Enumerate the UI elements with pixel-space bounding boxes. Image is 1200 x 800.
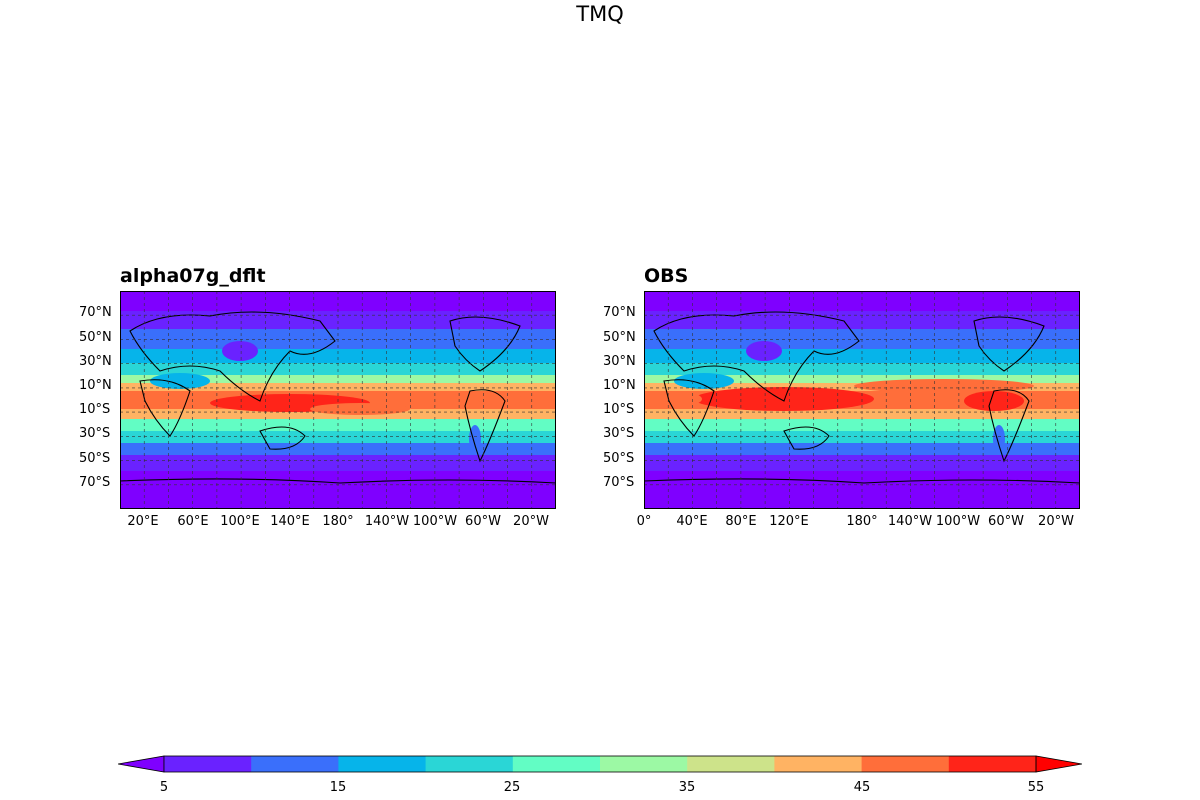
lat-tick-label: 10°N	[79, 378, 112, 393]
lon-tick-label: 40°E	[676, 514, 708, 529]
colorbar-segment	[687, 756, 775, 772]
map-obs	[644, 291, 1080, 509]
map-frame	[120, 291, 556, 509]
coastline	[464, 389, 506, 463]
dry-region	[150, 373, 210, 389]
tmq-band	[644, 455, 1080, 471]
lon-tick-label: 0°	[636, 514, 652, 529]
colorbar-tick-label: 35	[678, 780, 696, 795]
colorbar-tick-label: 5	[159, 780, 169, 795]
colorbar-segment	[425, 756, 514, 772]
colorbar-tick-label: 45	[853, 780, 871, 795]
lon-tick-label: 180°	[846, 514, 878, 529]
colorbar-segment	[774, 756, 863, 772]
dry-region	[222, 341, 258, 361]
coastline	[988, 389, 1030, 463]
dry-region	[993, 425, 1005, 453]
lat-tick-label: 50°S	[79, 451, 111, 466]
coastline	[129, 311, 336, 402]
tmq-band	[644, 311, 1080, 329]
colorbar-segment	[600, 756, 688, 772]
tmq-band	[644, 291, 1080, 311]
lat-tick-label: 70°S	[79, 475, 111, 490]
warm-pool	[854, 379, 1034, 393]
coastline	[449, 316, 521, 372]
colorbar-extend-min	[118, 755, 165, 773]
lat-tick-label: 30°S	[79, 426, 111, 441]
lat-tick-label: 70°N	[79, 305, 112, 320]
lon-tick-label: 60°W	[988, 514, 1024, 529]
colorbar-segment	[948, 756, 1037, 772]
lon-tick-label: 20°W	[1038, 514, 1074, 529]
tmq-band	[120, 291, 556, 311]
lat-tick-label: 50°S	[603, 451, 635, 466]
warm-pool	[694, 387, 874, 411]
lat-tick-label: 10°S	[79, 402, 111, 417]
colorbar-segment	[512, 756, 601, 772]
lat-tick-label: 70°N	[603, 305, 636, 320]
lon-tick-label: 60°W	[465, 514, 501, 529]
tmq-band	[120, 455, 556, 471]
colorbar	[118, 755, 1082, 773]
map-frame	[644, 291, 1080, 509]
lon-tick-label: 20°W	[513, 514, 549, 529]
lat-tick-label: 50°N	[79, 330, 112, 345]
warm-pool	[478, 391, 522, 407]
panel-title-obs: OBS	[644, 265, 689, 287]
lon-tick-label: 60°E	[177, 514, 209, 529]
colorbar-extend-max	[1035, 755, 1082, 773]
lon-tick-label: 180°	[322, 514, 354, 529]
warm-pool	[310, 403, 410, 415]
figure-title: TMQ	[576, 2, 624, 26]
colorbar-tick-label: 55	[1027, 780, 1045, 795]
lat-tick-label: 30°N	[79, 354, 112, 369]
warm-pool	[964, 391, 1024, 411]
dry-region	[469, 425, 481, 453]
lat-tick-label: 30°N	[603, 354, 636, 369]
panel-title-model: alpha07g_dflt	[120, 265, 266, 287]
tmq-band	[644, 375, 1080, 383]
lon-tick-label: 140°E	[270, 514, 310, 529]
lon-tick-label: 100°W	[935, 514, 981, 529]
dry-region	[746, 341, 782, 361]
coastline	[973, 316, 1045, 372]
lon-tick-label: 80°E	[725, 514, 757, 529]
lat-tick-label: 10°N	[603, 378, 636, 393]
lat-tick-label: 70°S	[603, 475, 635, 490]
tmq-band	[120, 311, 556, 329]
warm-pool	[130, 392, 170, 406]
colorbar-segment	[164, 756, 252, 772]
lon-tick-label: 140°W	[887, 514, 933, 529]
tmq-band	[644, 409, 1080, 419]
tmq-band	[120, 375, 556, 383]
lat-tick-label: 10°S	[603, 402, 635, 417]
colorbar-segment	[251, 756, 339, 772]
colorbar-segment	[861, 756, 950, 772]
warm-pool	[646, 391, 702, 407]
coastline	[259, 426, 306, 450]
colorbar-tick-label: 15	[329, 780, 347, 795]
lat-tick-label: 50°N	[603, 330, 636, 345]
lon-tick-label: 100°E	[220, 514, 260, 529]
colorbar-segment	[338, 756, 427, 772]
map-model	[120, 291, 556, 509]
coastline	[653, 311, 860, 402]
lon-tick-label: 100°W	[412, 514, 458, 529]
lon-tick-label: 20°E	[127, 514, 159, 529]
dry-region	[674, 373, 734, 389]
coastline	[783, 426, 830, 450]
lon-tick-label: 140°W	[364, 514, 410, 529]
colorbar-tick-label: 25	[503, 780, 521, 795]
lon-tick-label: 120°E	[769, 514, 809, 529]
colorbar-frame	[163, 755, 1037, 773]
lat-tick-label: 30°S	[603, 426, 635, 441]
